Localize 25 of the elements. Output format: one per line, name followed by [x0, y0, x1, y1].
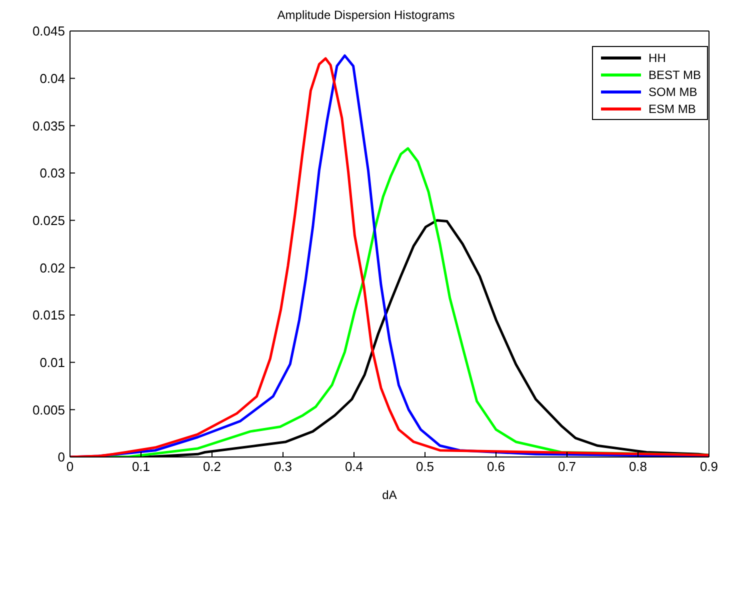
x-tick-label: 0.7 [558, 459, 576, 474]
legend-label: BEST MB [648, 68, 701, 82]
x-tick-label: 0.1 [132, 459, 150, 474]
y-tick-label: 0.005 [32, 402, 65, 418]
legend-label: ESM MB [648, 102, 696, 116]
x-tick-label: 0.9 [700, 459, 718, 474]
x-tick-label: 0.6 [486, 459, 506, 474]
x-tick-label: 0.2 [202, 459, 222, 474]
x-axis-title: dA [382, 488, 397, 502]
y-tick-label: 0 [58, 450, 65, 465]
y-tick-label: 0.04 [40, 70, 65, 86]
x-tick-label: 0.3 [274, 459, 292, 474]
x-tick-label: 0.4 [344, 459, 364, 474]
x-tick-label: 0.8 [628, 459, 648, 474]
y-tick-label: 0.01 [40, 354, 65, 370]
y-tick-label: 0.03 [40, 166, 65, 181]
y-tick-label: 0.045 [32, 24, 65, 39]
y-tick-label: 0.025 [32, 212, 65, 228]
y-tick-label: 0.035 [32, 118, 65, 134]
x-tick-label: 0.5 [416, 459, 434, 474]
legend-label: HH [648, 50, 666, 64]
chart-title: Amplitude Dispersion Histograms [276, 8, 456, 22]
legend-label: SOM MB [648, 84, 698, 98]
y-tick-label: 0.02 [40, 260, 65, 276]
y-tick-label: 0.015 [32, 308, 65, 323]
